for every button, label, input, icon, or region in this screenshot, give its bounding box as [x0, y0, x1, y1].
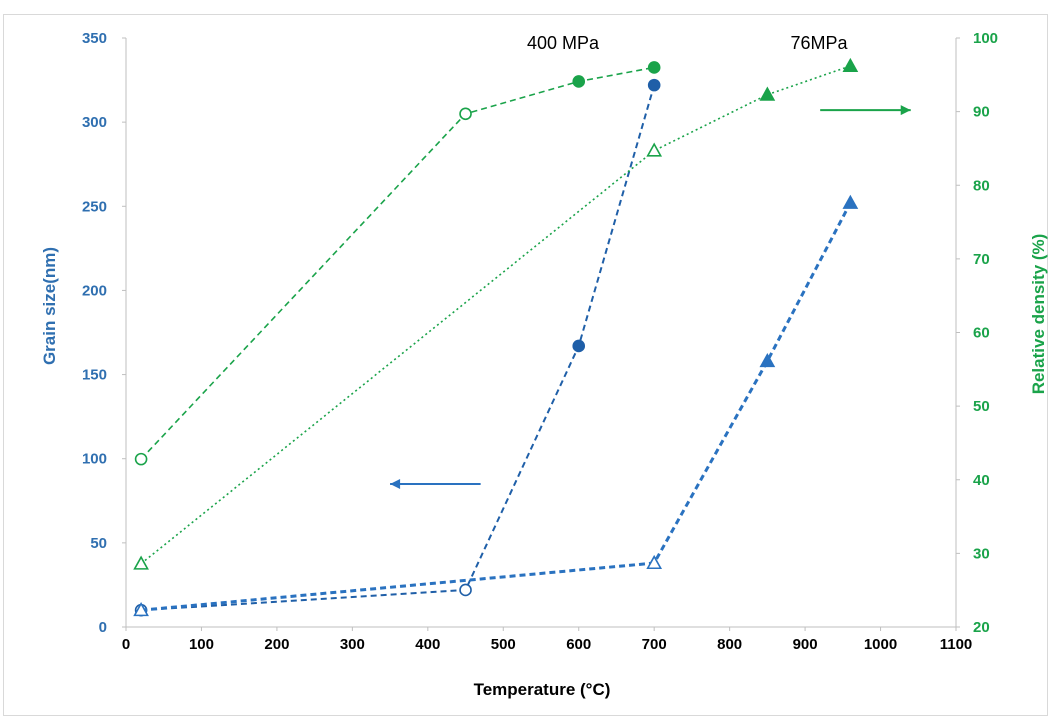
right-y-axis-label: Relative density (%)	[1029, 234, 1048, 395]
data-point	[133, 602, 149, 617]
series-2	[134, 61, 661, 466]
axis-arrow-right	[820, 105, 911, 116]
series-layer	[133, 57, 859, 617]
left-y-tick-label: 0	[99, 619, 107, 636]
right-y-tick-label: 20	[973, 619, 990, 636]
left-y-axis-label: Grain size(nm)	[40, 247, 59, 365]
annotation-400mpa: 400 MPa	[527, 33, 600, 53]
left-y-tick-label: 100	[82, 451, 107, 468]
data-point	[459, 107, 472, 121]
x-tick-label: 300	[340, 636, 365, 653]
left-y-tick-label: 300	[82, 114, 107, 131]
data-point	[646, 142, 663, 157]
right-y-tick-label: 100	[973, 30, 998, 47]
data-point	[134, 452, 148, 466]
axis-arrows	[390, 105, 911, 489]
data-point	[647, 78, 661, 92]
right-y-tick-label: 90	[973, 104, 990, 121]
data-point	[842, 194, 859, 209]
axis-arrow-left	[390, 478, 481, 489]
x-tick-label: 0	[122, 636, 130, 653]
right-y-tick-label: 30	[973, 545, 990, 562]
x-tick-label: 500	[491, 636, 516, 653]
series-1	[133, 194, 859, 617]
series-line	[140, 66, 655, 460]
x-axis-label: Temperature (°C)	[474, 680, 611, 699]
left-y-tick-label: 50	[90, 535, 107, 552]
x-tick-label: 600	[566, 636, 591, 653]
series-line	[140, 65, 851, 565]
data-point	[572, 75, 586, 88]
data-point	[572, 339, 586, 353]
right-y-tick-label: 70	[973, 251, 990, 268]
data-point	[646, 554, 663, 570]
axes	[125, 38, 957, 628]
x-tick-label: 900	[793, 636, 818, 653]
x-tick-label: 200	[264, 636, 289, 653]
data-point	[459, 583, 472, 597]
left-y-tick-label: 150	[82, 367, 107, 384]
data-point	[647, 61, 661, 74]
arrow-head	[390, 478, 401, 489]
left-y-tick-label: 200	[82, 282, 107, 299]
arrow-head	[900, 105, 911, 116]
series-0	[134, 78, 661, 617]
annotation-76mpa: 76MPa	[790, 33, 848, 53]
data-point	[842, 57, 859, 72]
series-line	[141, 84, 656, 612]
x-tick-label: 100	[189, 636, 214, 653]
x-tick-label: 1100	[940, 636, 973, 653]
data-point	[759, 352, 776, 368]
tick-labels: 0 100 200 300 400 500 600 700 800 900 1000 1100 0 50 1…	[82, 30, 998, 653]
left-y-tick-label: 250	[82, 198, 107, 215]
right-y-tick-label: 50	[973, 398, 990, 415]
x-tick-label: 800	[717, 636, 742, 653]
left-y-tick-label: 350	[82, 30, 107, 47]
data-point	[133, 555, 149, 570]
right-y-tick-label: 40	[973, 472, 990, 489]
right-y-tick-label: 60	[973, 325, 990, 342]
x-tick-label: 700	[642, 636, 667, 653]
right-y-tick-label: 80	[973, 177, 990, 194]
x-tick-label: 1000	[864, 636, 897, 653]
series-3	[133, 57, 859, 570]
series-line	[140, 202, 852, 612]
x-tick-label: 400	[415, 636, 440, 653]
chart-frame	[3, 14, 1048, 716]
data-point	[759, 86, 776, 101]
